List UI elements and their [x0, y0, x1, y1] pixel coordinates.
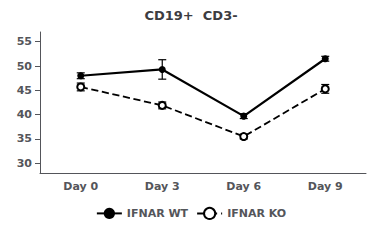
svg-text:Day 3: Day 3	[145, 180, 180, 193]
svg-text:CD19+ CD3-: CD19+ CD3-	[144, 8, 237, 23]
svg-text:45: 45	[17, 84, 32, 97]
svg-text:Day 6: Day 6	[226, 180, 261, 193]
svg-text:IFNAR KO: IFNAR KO	[227, 207, 286, 220]
svg-text:Day 9: Day 9	[308, 180, 343, 193]
svg-text:IFNAR WT: IFNAR WT	[127, 207, 189, 220]
svg-text:55: 55	[17, 35, 32, 48]
svg-text:50: 50	[17, 60, 33, 73]
svg-text:Day 0: Day 0	[63, 180, 98, 193]
svg-text:35: 35	[17, 132, 32, 145]
svg-text:30: 30	[17, 157, 33, 170]
svg-text:40: 40	[17, 108, 33, 121]
